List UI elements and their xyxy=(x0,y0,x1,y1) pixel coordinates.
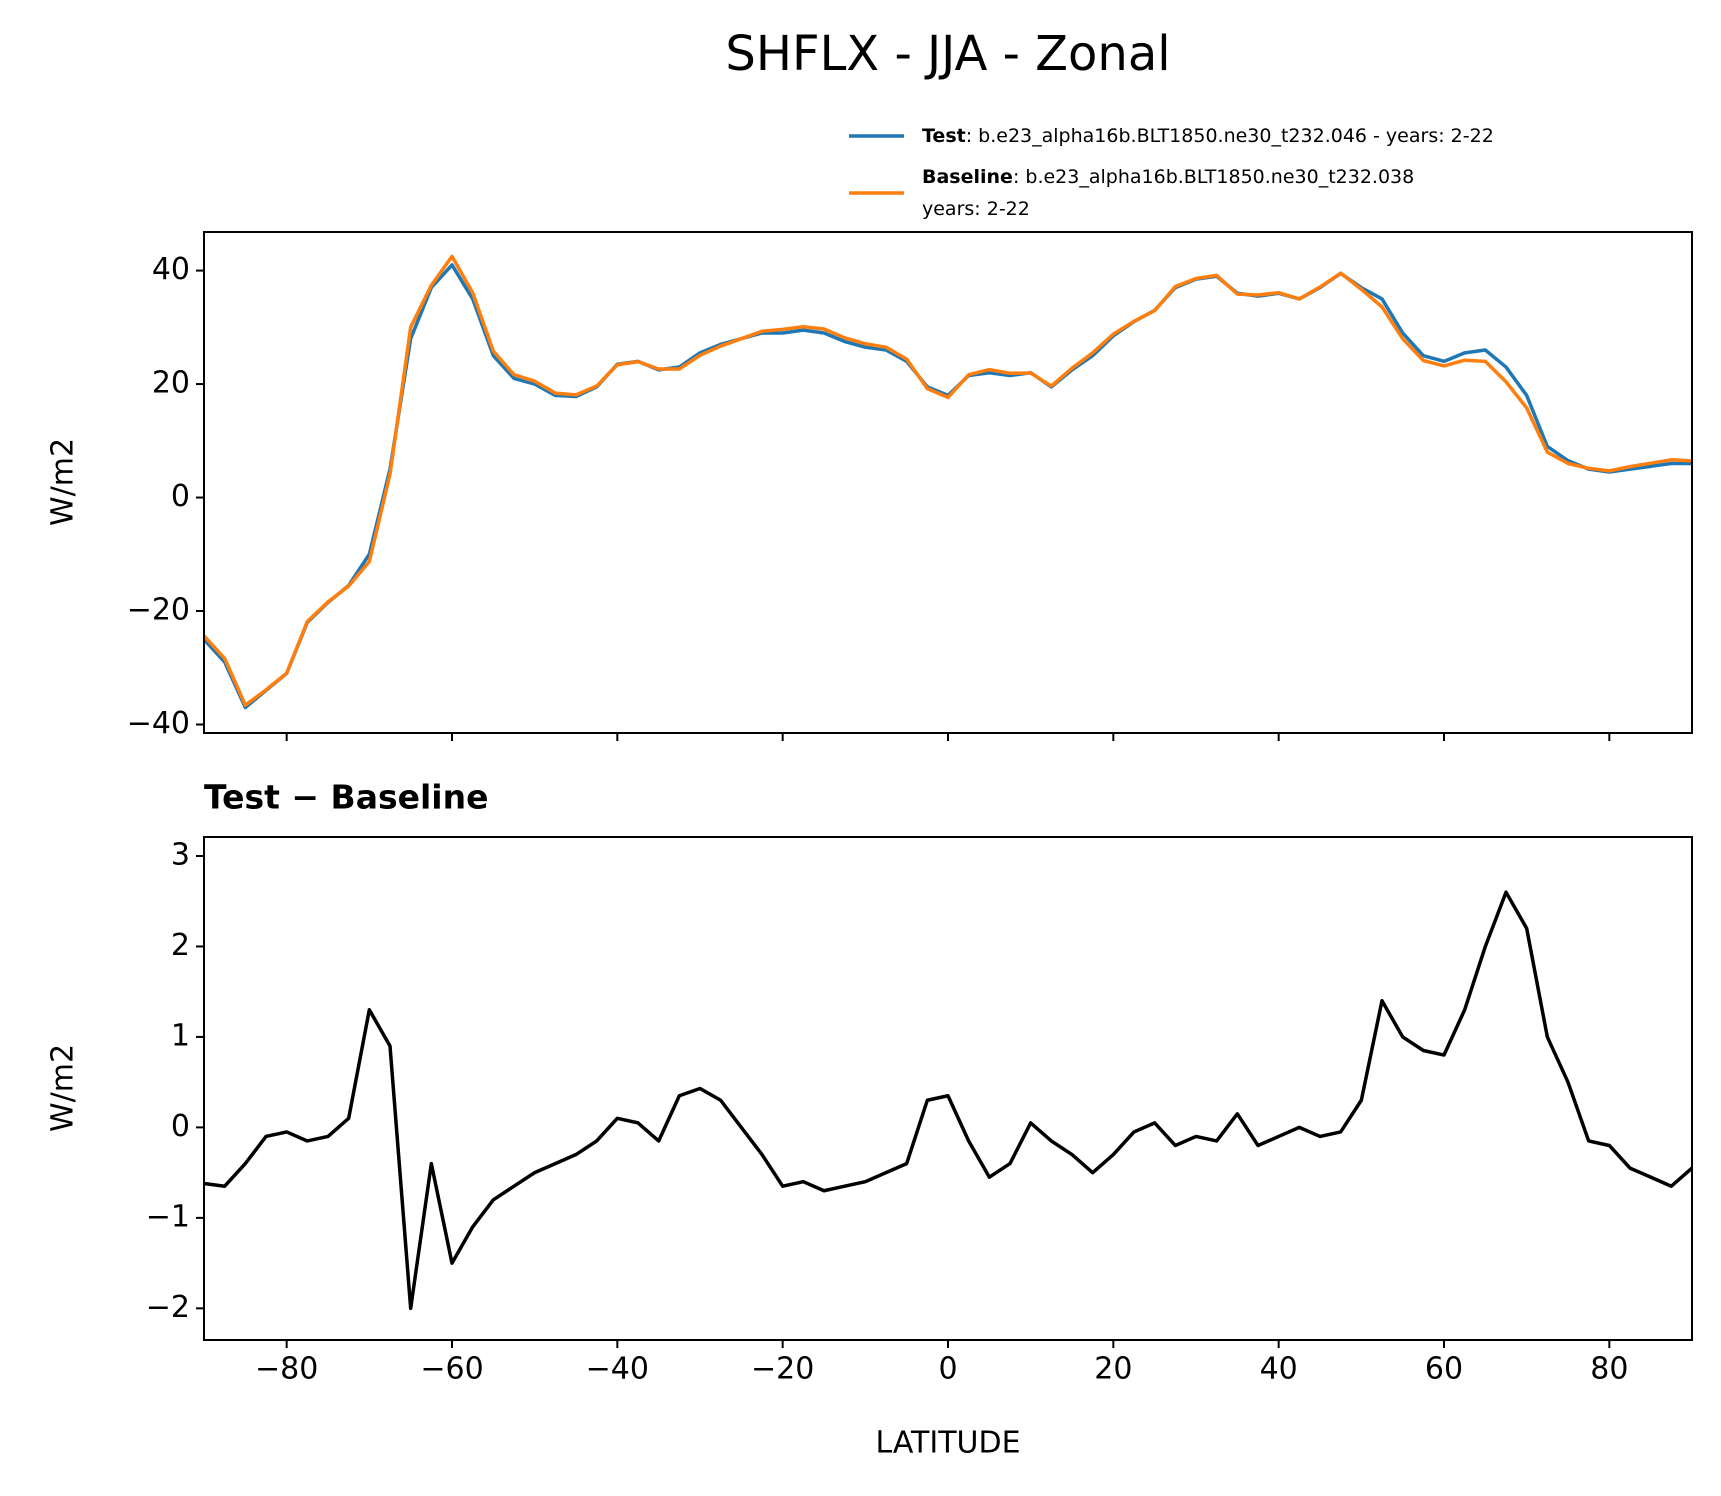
y-axis-label: W/m2 xyxy=(46,1044,81,1132)
series-line xyxy=(204,254,1692,707)
legend-description: years: 2-22 xyxy=(922,198,1030,220)
panel-title: Test − Baseline xyxy=(204,778,489,817)
plot-frame xyxy=(203,836,1693,1341)
series-line xyxy=(204,263,1692,710)
y-tick-label: −1 xyxy=(146,1199,190,1234)
legend-description: : b.e23_alpha16b.BLT1850.ne30_t232.038 xyxy=(1013,166,1414,188)
legend-name: Test xyxy=(922,125,966,147)
figure-title: SHFLX - JJA - Zonal xyxy=(725,26,1170,82)
x-tick-label: −20 xyxy=(751,1352,814,1387)
x-tick-label: 80 xyxy=(1590,1352,1628,1387)
legend-label: Baseline: b.e23_alpha16b.BLT1850.ne30_t2… xyxy=(922,166,1414,188)
x-tick-label: 20 xyxy=(1094,1352,1132,1387)
series-line xyxy=(204,890,1692,1311)
y-tick-label: −2 xyxy=(146,1290,190,1325)
y-axis-label: W/m2 xyxy=(46,438,81,526)
legend-label: years: 2-22 xyxy=(922,198,1030,220)
y-tick-label: −20 xyxy=(127,593,190,628)
x-tick-label: −60 xyxy=(420,1352,483,1387)
x-tick-label: 40 xyxy=(1260,1352,1298,1387)
y-tick-label: 2 xyxy=(171,928,190,963)
legend-label: Test: b.e23_alpha16b.BLT1850.ne30_t232.0… xyxy=(922,125,1494,147)
x-tick-label: −80 xyxy=(255,1352,318,1387)
y-tick-label: 1 xyxy=(171,1018,190,1053)
x-axis-label: LATITUDE xyxy=(875,1426,1020,1461)
y-tick-label: 40 xyxy=(152,252,190,287)
x-tick-label: −40 xyxy=(586,1352,649,1387)
plot-frame xyxy=(203,231,1693,734)
x-tick-label: 60 xyxy=(1425,1352,1463,1387)
legend-description: : b.e23_alpha16b.BLT1850.ne30_t232.046 -… xyxy=(966,125,1494,147)
x-tick-label: 0 xyxy=(938,1352,957,1387)
y-tick-label: 20 xyxy=(152,366,190,401)
y-tick-label: 0 xyxy=(171,1109,190,1144)
y-tick-label: −40 xyxy=(127,706,190,741)
legend-name: Baseline xyxy=(922,166,1013,188)
y-tick-label: 0 xyxy=(171,479,190,514)
y-tick-label: 3 xyxy=(171,837,190,872)
